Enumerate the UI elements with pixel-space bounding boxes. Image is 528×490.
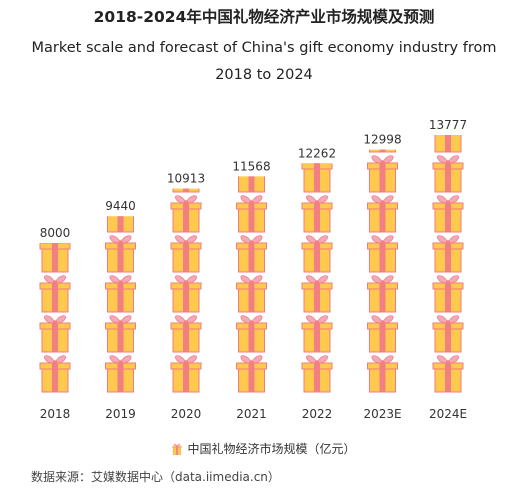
data-label-2021: 11568: [232, 159, 270, 173]
gift-icon: [432, 275, 464, 313]
x-axis: 2018 2019 2020 2021 2022 2023E 2024E: [40, 407, 467, 421]
gift-icon: [432, 315, 464, 353]
data-source: 数据来源：艾媒数据中心（data.iimedia.cn）: [31, 470, 280, 484]
gift-icon: [236, 355, 267, 393]
gift-icon: [367, 235, 398, 273]
gift-icon: [433, 76, 463, 112]
data-label-2019: 9440: [105, 199, 136, 213]
gift-icon: [170, 275, 202, 313]
gift-icon: [432, 195, 464, 233]
gift-icon: [236, 275, 267, 313]
x-tick-label: 2023E: [363, 407, 401, 421]
data-label-2022: 12262: [298, 146, 336, 160]
gift-icon: [105, 275, 136, 313]
data-label-2020: 10913: [167, 172, 205, 186]
gift-icon: [432, 355, 464, 393]
gift-icon: [39, 355, 71, 393]
data-label-2023E: 12998: [363, 133, 401, 147]
gift-icon: [39, 315, 71, 353]
gift-icon: [236, 195, 267, 233]
gift-icon: [301, 355, 333, 393]
gift-icon: [367, 155, 398, 193]
legend-label: 中国礼物经济市场规模（亿元）: [187, 442, 356, 456]
data-label-2018: 8000: [40, 226, 71, 240]
gift-icon: [39, 275, 71, 313]
bar-2018: [39, 243, 71, 393]
gift-icon: [301, 195, 333, 233]
data-labels: 8000 9440 10913 11568 12262 12998 13777: [40, 118, 467, 240]
gift-icon: [368, 76, 398, 112]
gift-icon: [170, 355, 202, 393]
x-tick-label: 2022: [302, 407, 333, 421]
gift-icon: [105, 315, 136, 353]
bar-2023E: [367, 76, 398, 393]
bar-series: [39, 76, 464, 393]
gift-icon: [301, 275, 333, 313]
x-tick-label: 2019: [105, 407, 136, 421]
gift-icon: [301, 235, 333, 273]
gift-icon: [170, 235, 202, 273]
gift-icon: [105, 355, 136, 393]
gift-icon: [367, 275, 398, 313]
bar-2020: [170, 116, 202, 393]
gift-icon: [301, 163, 333, 193]
x-tick-label: 2024E: [429, 407, 467, 421]
gift-icon: [237, 116, 267, 152]
bar-2021: [236, 116, 267, 393]
gift-icon: [171, 116, 201, 152]
gift-icon: [105, 235, 136, 273]
gift-icon: [170, 315, 202, 353]
chart-subtitle: Market scale and forecast of China's gif…: [31, 40, 497, 83]
gift-icon: [172, 443, 182, 458]
chart-title: 2018-2024年中国礼物经济产业市场规模及预测: [93, 8, 435, 26]
gift-icon: [367, 355, 398, 393]
gift-icon: [106, 156, 136, 192]
gift-icon: [432, 155, 464, 193]
x-tick-label: 2020: [171, 407, 202, 421]
gift-icon: [301, 315, 333, 353]
data-label-2024E: 13777: [429, 118, 467, 132]
gift-icon: [432, 235, 464, 273]
gift-icon: [236, 315, 267, 353]
gift-icon: [367, 315, 398, 353]
bar-2019: [105, 156, 136, 393]
x-tick-label: 2018: [40, 407, 71, 421]
gift-icon: [236, 235, 267, 273]
gift-icon: [367, 195, 398, 233]
gift-icon: [39, 243, 71, 273]
gift-icon: [170, 195, 202, 233]
x-tick-label: 2021: [236, 407, 267, 421]
legend: 中国礼物经济市场规模（亿元）: [0, 440, 528, 458]
